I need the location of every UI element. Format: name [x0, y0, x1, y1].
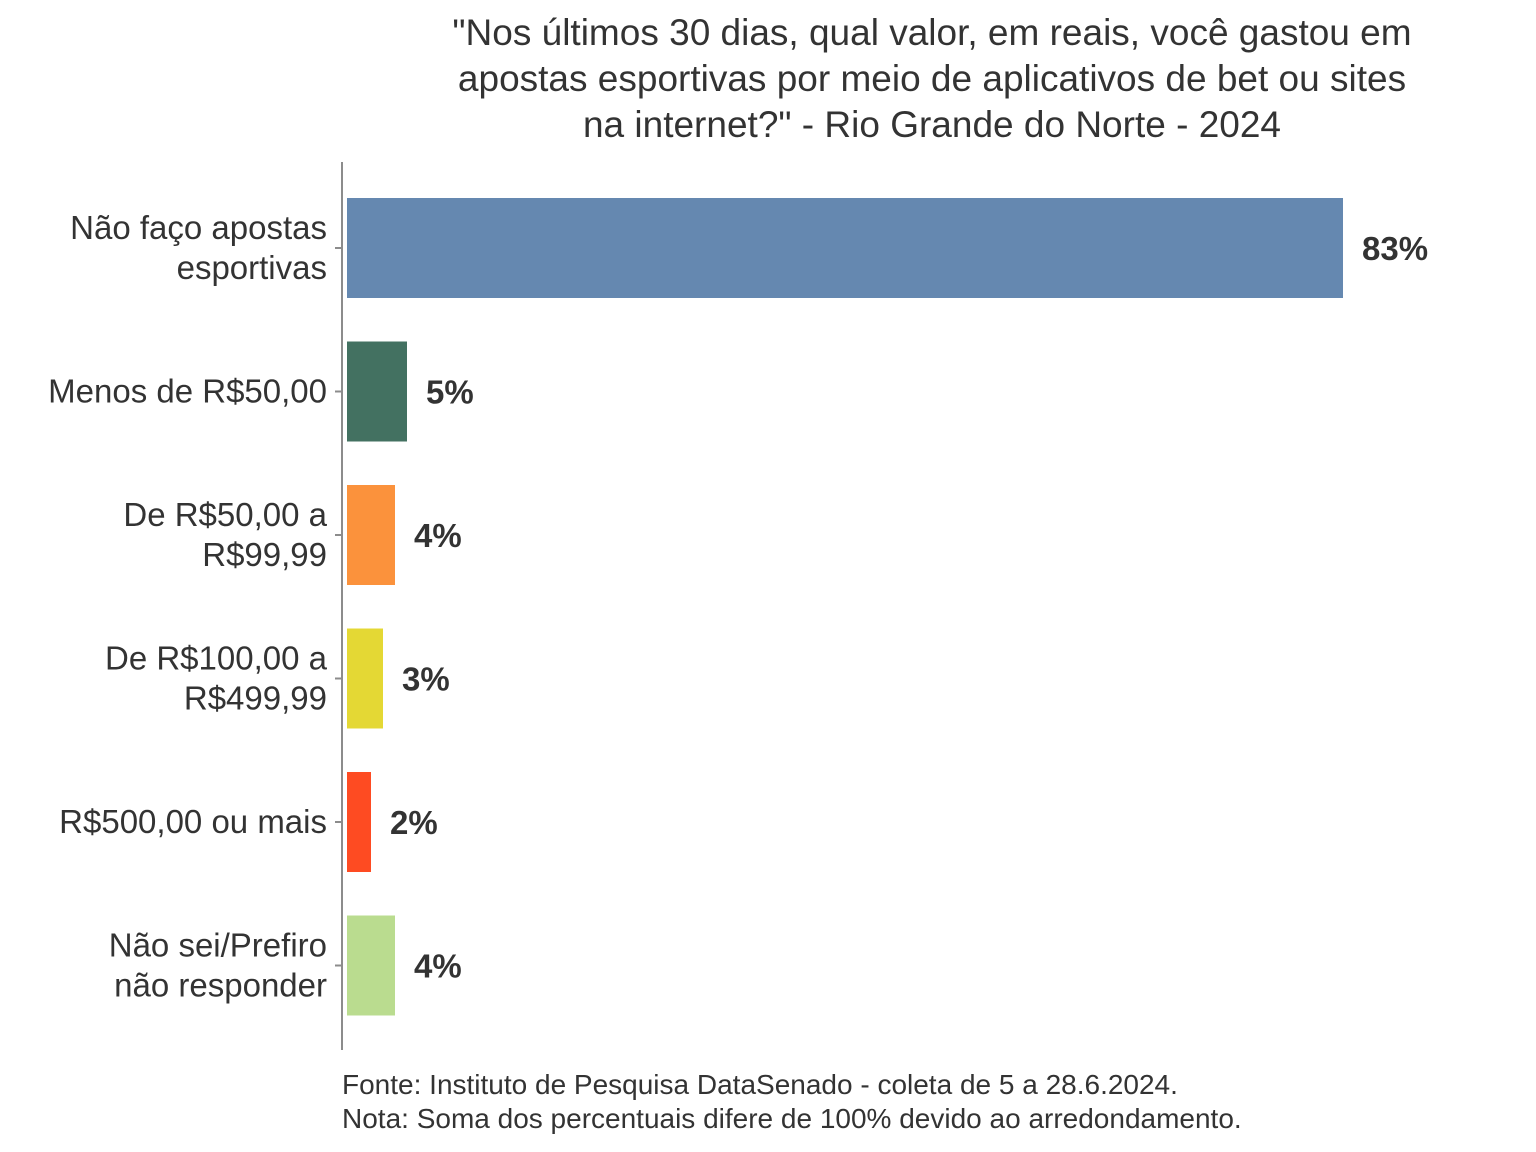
- category-label-line: R$499,99: [184, 680, 327, 717]
- category-label-line: Não sei/Prefiro: [109, 927, 327, 964]
- bar: [347, 628, 383, 729]
- category-label: Não sei/Prefiro não responder: [109, 927, 327, 1004]
- chart-title-line: "Nos últimos 30 dias, qual valor, em rea…: [452, 12, 1412, 53]
- category-label: Menos de R$50,00: [48, 373, 327, 410]
- category-label-line: De R$100,00 a: [105, 640, 328, 677]
- category-label: De R$100,00 a R$499,99: [105, 640, 328, 717]
- category-label-line: Não faço apostas: [70, 209, 327, 246]
- category-label-line: R$500,00 ou mais: [59, 803, 327, 840]
- category-label: De R$50,00 a R$99,99: [123, 496, 327, 573]
- chart-title: "Nos últimos 30 dias, qual valor, em rea…: [342, 10, 1522, 148]
- bar: [347, 485, 395, 585]
- data-label: 5%: [426, 374, 474, 411]
- bar: [347, 915, 395, 1016]
- data-label: 4%: [414, 517, 462, 554]
- data-label: 4%: [414, 948, 462, 985]
- chart-footer: Fonte: Instituto de Pesquisa DataSenado …: [342, 1068, 1242, 1136]
- rounding-note: Nota: Soma dos percentuais difere de 100…: [342, 1103, 1242, 1134]
- category-label-line: De R$50,00 a: [123, 496, 327, 533]
- chart-title-line: apostas esportivas por meio de aplicativ…: [457, 58, 1407, 99]
- bar: [347, 341, 407, 442]
- category-label: R$500,00 ou mais: [59, 803, 327, 840]
- category-label-line: não responder: [114, 967, 327, 1004]
- source-note: Fonte: Instituto de Pesquisa DataSenado …: [342, 1069, 1178, 1100]
- data-label: 2%: [390, 804, 438, 841]
- category-label-line: R$99,99: [202, 536, 327, 573]
- data-label: 83%: [1362, 230, 1428, 267]
- bar: [347, 772, 371, 872]
- data-label: 3%: [402, 661, 450, 698]
- plot-area: 83% Não faço apostas esportivas 5% Menos de …: [48, 198, 1428, 1016]
- category-label-line: esportivas: [177, 249, 327, 286]
- category-label: Não faço apostas esportivas: [70, 209, 327, 286]
- category-label-line: Menos de R$50,00: [48, 373, 327, 410]
- chart-title-line: na internet?" - Rio Grande do Norte - 20…: [582, 104, 1282, 145]
- bar: [347, 198, 1343, 298]
